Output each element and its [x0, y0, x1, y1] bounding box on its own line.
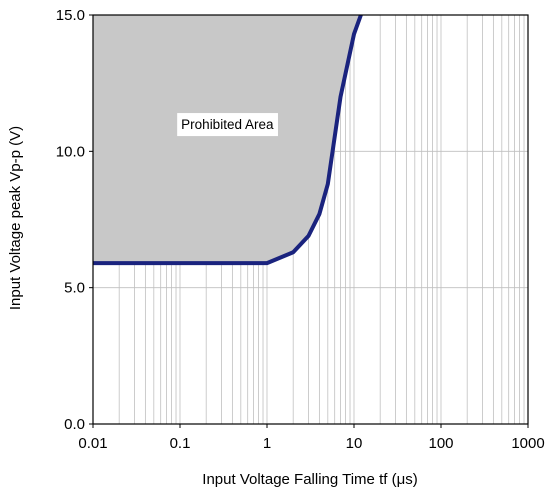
x-tick-label: 1000: [511, 435, 544, 452]
x-tick-label: 0.1: [170, 435, 191, 452]
plot-frame: [92, 14, 529, 425]
annotation-text: Prohibited Area: [181, 117, 274, 132]
x-tick-label: 100: [428, 435, 453, 452]
y-tick-label: 10.0: [56, 143, 85, 160]
y-tick-label: 15.0: [56, 7, 85, 24]
annotation: Prohibited Area: [177, 113, 278, 137]
x-tick-label: 0.01: [78, 435, 107, 452]
annotation-box: [177, 113, 278, 137]
prohibited-area-fill: [93, 15, 361, 264]
x-axis-label: Input Voltage Falling Time tf (μs): [202, 471, 417, 488]
ticks-layer: 0.01 0.1 1 10 100 1000 0.0 5.0 10.0 15.0: [56, 7, 545, 452]
boundary-line: [93, 14, 363, 266]
y-tick-label: 5.0: [64, 280, 85, 297]
y-tick-label: 0.0: [64, 416, 85, 433]
x-tick-label: 1: [263, 435, 271, 452]
fill-layer: [93, 15, 361, 264]
y-axis-label: Input Voltage peak Vp-p (V): [7, 126, 24, 310]
annotation-layer: Prohibited Area: [177, 113, 278, 137]
series-layer: [93, 14, 363, 266]
x-tick-label: 10: [346, 435, 363, 452]
